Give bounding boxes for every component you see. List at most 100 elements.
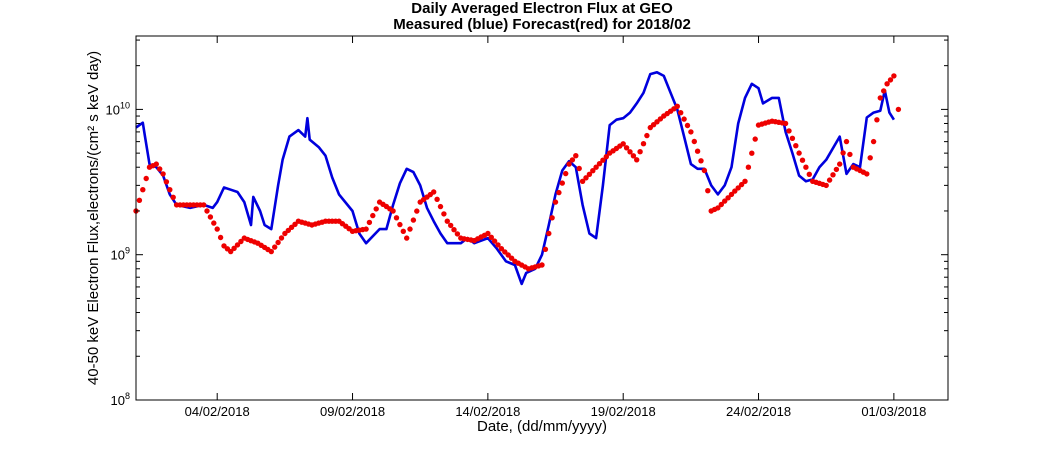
forecast-point — [752, 136, 758, 142]
forecast-point — [705, 188, 711, 194]
forecast-point — [674, 103, 680, 110]
forecast-point — [874, 117, 880, 123]
forecast-point — [637, 149, 643, 155]
forecast-point — [749, 150, 755, 156]
forecast-point — [681, 116, 687, 122]
forecast-point — [796, 150, 802, 156]
forecast-point — [153, 161, 159, 167]
forecast-point — [393, 215, 400, 221]
forecast-point — [806, 171, 812, 177]
forecast-point — [586, 171, 593, 177]
forecast-point — [370, 212, 376, 219]
forecast-point — [234, 242, 241, 248]
forecast-point — [363, 226, 369, 232]
forecast-point — [414, 208, 420, 214]
forecast-point — [397, 221, 403, 228]
forecast-point — [488, 234, 494, 240]
chart-title: Daily Averaged Electron Flux at GEO — [411, 0, 673, 17]
forecast-point — [556, 189, 562, 196]
forecast-point — [214, 226, 220, 232]
forecast-point — [688, 129, 694, 135]
forecast-point — [167, 187, 173, 193]
forecast-point — [793, 143, 799, 149]
forecast-point — [278, 235, 285, 241]
forecast-point — [448, 222, 454, 229]
forecast-point — [211, 220, 217, 226]
forecast-point — [891, 73, 897, 79]
forecast-point — [546, 230, 552, 237]
forecast-point — [583, 175, 589, 181]
forecast-point — [694, 148, 701, 154]
forecast-point — [170, 194, 176, 200]
forecast-point — [887, 77, 894, 83]
x-axis: 04/02/2018 09/02/2018 14/02/2018 19/02/2018… — [185, 36, 926, 419]
forecast-point — [542, 246, 549, 252]
y-tick-label: 1010 — [106, 100, 130, 117]
forecast-point — [576, 165, 582, 172]
forecast-point — [735, 185, 741, 191]
forecast-point — [627, 149, 633, 155]
series-1 — [133, 73, 902, 272]
forecast-point — [847, 151, 853, 158]
forecast-point — [437, 203, 444, 210]
forecast-point — [823, 182, 829, 189]
forecast-point — [728, 191, 735, 198]
forecast-point — [573, 153, 579, 159]
forecast-point — [566, 161, 572, 167]
forecast-point — [803, 164, 809, 170]
x-tick-label: 24/02/2018 — [726, 404, 791, 419]
forecast-point — [715, 205, 721, 211]
forecast-point — [640, 141, 647, 147]
forecast-point — [881, 88, 887, 94]
forecast-point — [231, 245, 237, 251]
forecast-point — [701, 167, 708, 174]
y-axis-label: 40-50 keV Electron Flux,electrons/(cm² s… — [85, 51, 102, 385]
forecast-point — [431, 189, 437, 195]
forecast-point — [505, 252, 511, 258]
forecast-point — [228, 248, 234, 255]
x-tick-label: 19/02/2018 — [591, 404, 656, 419]
forecast-point — [272, 244, 278, 250]
forecast-point — [745, 164, 752, 170]
forecast-point — [579, 178, 586, 184]
forecast-point — [742, 178, 748, 184]
forecast-point — [722, 198, 728, 204]
forecast-point — [491, 238, 498, 244]
forecast-point — [884, 81, 890, 87]
forecast-point — [840, 150, 846, 156]
forecast-point — [830, 172, 836, 178]
forecast-point — [404, 235, 410, 241]
forecast-point — [160, 171, 166, 177]
forecast-point — [596, 161, 603, 167]
forecast-point — [136, 197, 143, 203]
forecast-point — [207, 214, 214, 220]
forecast-point — [870, 138, 877, 145]
forecast-point — [718, 201, 724, 208]
forecast-point — [498, 246, 505, 252]
forecast-point — [454, 231, 461, 237]
forecast-point — [786, 128, 792, 134]
forecast-point — [691, 138, 697, 145]
forecast-point — [826, 177, 833, 183]
plot-area — [133, 71, 902, 286]
forecast-point — [877, 95, 883, 101]
forecast-point — [143, 175, 149, 182]
chart-subtitle: Measured (blue) Forecast(red) for 2018/0… — [393, 16, 691, 33]
forecast-point — [698, 158, 704, 164]
forecast-point — [238, 238, 244, 245]
forecast-point — [275, 239, 281, 246]
forecast-point — [630, 153, 637, 159]
forecast-point — [684, 122, 691, 129]
forecast-point — [620, 141, 626, 147]
forecast-point — [400, 228, 406, 234]
x-tick-label: 04/02/2018 — [185, 404, 250, 419]
x-axis-label: Date, (dd/mm/yyyy) — [477, 418, 607, 435]
forecast-point — [444, 218, 450, 224]
forecast-point — [410, 217, 417, 223]
forecast-point — [843, 138, 850, 145]
forecast-point — [373, 206, 379, 212]
forecast-point — [201, 202, 207, 208]
forecast-point — [634, 157, 640, 163]
forecast-point — [268, 248, 274, 255]
